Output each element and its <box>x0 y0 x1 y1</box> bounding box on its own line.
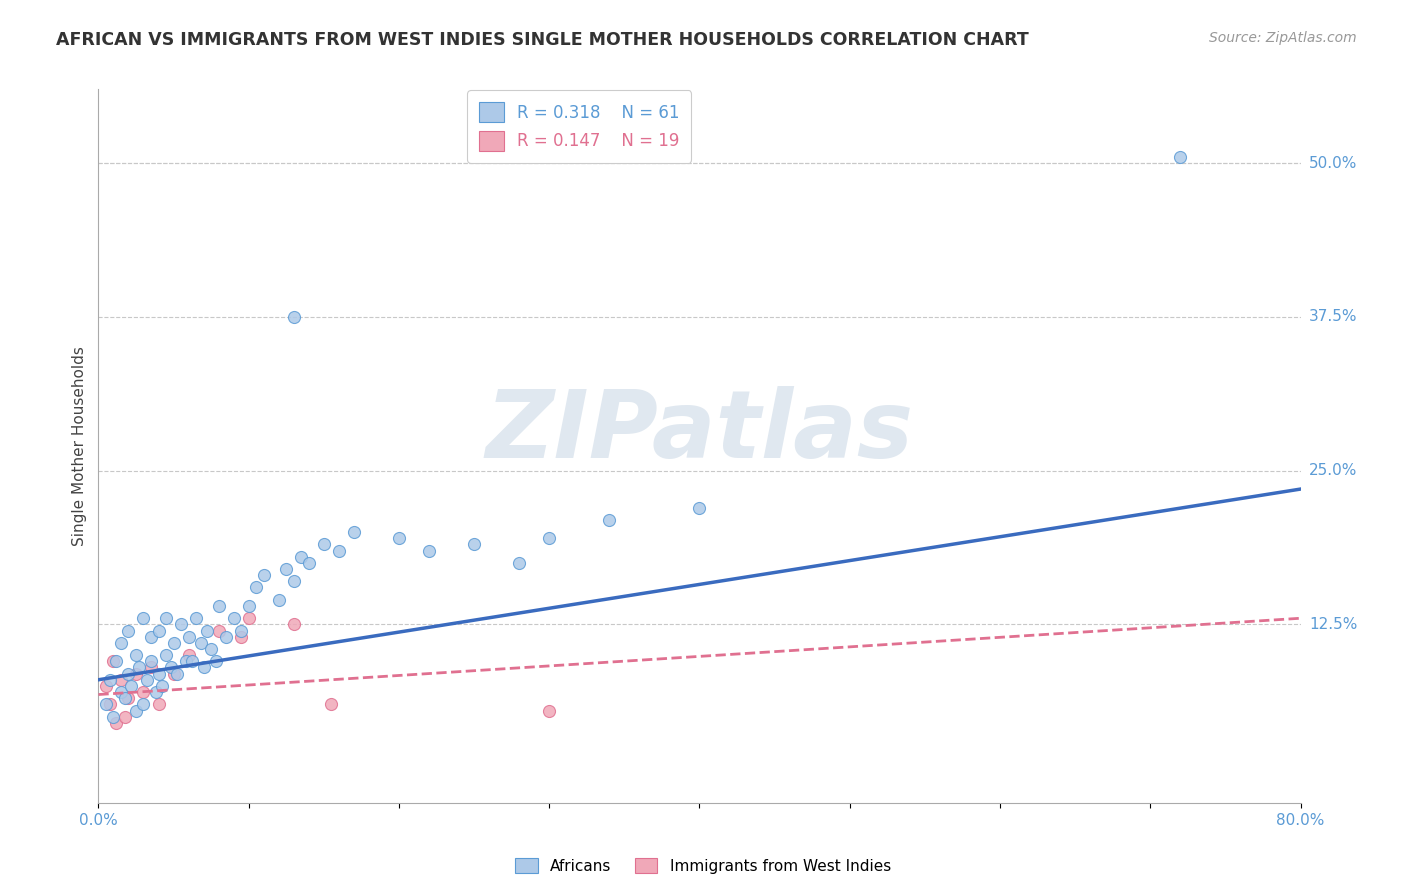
Point <box>195 624 218 638</box>
Point <box>150 679 173 693</box>
Point <box>94 679 117 693</box>
Point <box>238 599 260 613</box>
Point <box>139 630 162 644</box>
Point <box>148 624 170 638</box>
Point <box>162 666 184 681</box>
Point <box>103 654 125 668</box>
Point <box>298 556 321 570</box>
Text: 12.5%: 12.5% <box>1309 617 1357 632</box>
Point <box>231 630 253 644</box>
Point <box>538 704 561 718</box>
Point <box>125 648 148 662</box>
Point <box>283 310 305 324</box>
Point <box>117 691 139 706</box>
Point <box>598 513 620 527</box>
Point <box>238 611 260 625</box>
Point <box>132 685 155 699</box>
Point <box>132 698 155 712</box>
Point <box>343 525 366 540</box>
Point <box>1170 150 1192 164</box>
Point <box>208 624 231 638</box>
Point <box>159 660 181 674</box>
Point <box>204 654 226 668</box>
Point <box>170 617 193 632</box>
Point <box>174 654 197 668</box>
Point <box>94 698 117 712</box>
Point <box>321 698 343 712</box>
Point <box>215 630 238 644</box>
Point <box>148 698 170 712</box>
Point <box>105 715 128 730</box>
Text: ZIPatlas: ZIPatlas <box>485 385 914 478</box>
Point <box>110 685 132 699</box>
Point <box>135 673 157 687</box>
Point <box>166 666 188 681</box>
Point <box>245 581 267 595</box>
Point <box>145 685 167 699</box>
Point <box>312 537 335 551</box>
Point <box>177 630 200 644</box>
Point <box>283 617 305 632</box>
Point <box>128 660 150 674</box>
Point <box>100 673 122 687</box>
Point <box>184 611 207 625</box>
Point <box>125 704 148 718</box>
Point <box>463 537 485 551</box>
Point <box>180 654 202 668</box>
Point <box>276 562 298 576</box>
Point <box>125 666 148 681</box>
Point <box>283 574 305 589</box>
Point <box>110 636 132 650</box>
Legend: Africans, Immigrants from West Indies: Africans, Immigrants from West Indies <box>509 852 897 880</box>
Text: 25.0%: 25.0% <box>1309 463 1357 478</box>
Point <box>117 624 139 638</box>
Point <box>139 654 162 668</box>
Y-axis label: Single Mother Households: Single Mother Households <box>72 346 87 546</box>
Text: 37.5%: 37.5% <box>1309 310 1357 325</box>
Point <box>139 660 162 674</box>
Text: 50.0%: 50.0% <box>1309 155 1357 170</box>
Point <box>231 624 253 638</box>
Point <box>121 679 143 693</box>
Point <box>193 660 215 674</box>
Text: AFRICAN VS IMMIGRANTS FROM WEST INDIES SINGLE MOTHER HOUSEHOLDS CORRELATION CHAR: AFRICAN VS IMMIGRANTS FROM WEST INDIES S… <box>56 31 1029 49</box>
Point <box>418 543 440 558</box>
Point <box>155 648 177 662</box>
Point <box>110 673 132 687</box>
Legend: R = 0.318    N = 61, R = 0.147    N = 19: R = 0.318 N = 61, R = 0.147 N = 19 <box>467 90 692 162</box>
Point <box>290 549 312 564</box>
Point <box>155 611 177 625</box>
Point <box>190 636 212 650</box>
Point <box>222 611 245 625</box>
Point <box>132 611 155 625</box>
Point <box>328 543 350 558</box>
Point <box>388 531 411 545</box>
Text: Source: ZipAtlas.com: Source: ZipAtlas.com <box>1209 31 1357 45</box>
Point <box>148 666 170 681</box>
Point <box>114 709 136 723</box>
Point <box>117 666 139 681</box>
Point <box>105 654 128 668</box>
Point <box>208 599 231 613</box>
Point <box>508 556 530 570</box>
Point <box>114 691 136 706</box>
Point <box>538 531 561 545</box>
Point <box>162 636 184 650</box>
Point <box>103 709 125 723</box>
Point <box>200 642 222 657</box>
Point <box>267 592 290 607</box>
Point <box>688 500 710 515</box>
Point <box>177 648 200 662</box>
Point <box>253 568 276 582</box>
Point <box>100 698 122 712</box>
